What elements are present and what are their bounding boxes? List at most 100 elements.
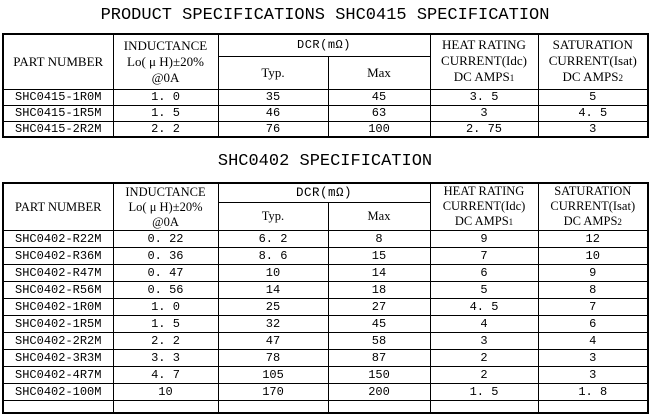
saturation-header-line2: CURRENT(Isat) — [548, 53, 637, 69]
table-row: SHC0402-100M 10 170 200 1. 5 1. 8 — [2, 383, 649, 401]
table-row: SHC0415-1R5M 1. 5 46 63 3 4. 5 — [2, 104, 649, 122]
dcr-max-cell: 15 — [327, 247, 431, 265]
inductance-header-line1: INDUCTANCE — [123, 37, 208, 53]
col-header-typ: Typ. — [217, 202, 329, 231]
shc0415-spec-table: PART NUMBER INDUCTANCE Lo( μ H)±20% @0A … — [2, 33, 649, 138]
part-number-cell: SHC0415-2R2M — [2, 120, 114, 138]
part-number-cell: SHC0402-R22M — [2, 230, 114, 248]
part-number-cell: SHC0415-1R0M — [2, 88, 114, 106]
inductance-value-cell: 1. 5 — [112, 315, 219, 333]
inductance-value-cell: 2. 2 — [112, 120, 219, 138]
dcr-typ-cell: 14 — [217, 281, 329, 299]
inductance-value-cell: 1. 0 — [112, 298, 219, 316]
heat-current-cell: 2 — [429, 366, 539, 384]
saturation-current-cell: 8 — [537, 281, 649, 299]
inductance-value-cell: 3. 3 — [112, 349, 219, 367]
heat-current-cell: 5 — [429, 281, 539, 299]
part-number-cell: SHC0402-R56M — [2, 281, 114, 299]
inductance-value-cell: 0. 36 — [112, 247, 219, 265]
part-number-cell: SHC0402-1R0M — [2, 298, 114, 316]
heat-current-cell: 1. 5 — [429, 383, 539, 401]
part-number-cell: SHC0402-R47M — [2, 264, 114, 282]
subscript-1: 1 — [509, 73, 515, 84]
inductance-value-cell: 0. 22 — [112, 230, 219, 248]
dcr-typ-cell: 46 — [217, 104, 329, 122]
dcr-max-cell: 45 — [327, 315, 431, 333]
dcr-typ-cell: 78 — [217, 349, 329, 367]
dcr-max-cell: 45 — [327, 88, 431, 106]
table-row: SHC0402-R47M 0. 47 10 14 6 9 — [2, 264, 649, 282]
dcr-max-cell: 200 — [327, 383, 431, 401]
table-row: SHC0402-R22M 0. 22 6. 2 8 9 12 — [2, 230, 649, 248]
part-number-cell: SHC0415-1R5M — [2, 104, 114, 122]
page-title: PRODUCT SPECIFICATIONS SHC0415 SPECIFICA… — [100, 6, 550, 25]
saturation-header-line1: SATURATION — [554, 184, 632, 198]
dcr-typ-cell: 76 — [217, 120, 329, 138]
col-header-heat-rating: HEAT RATING CURRENT(Idc) DC AMPS1 — [429, 182, 539, 231]
dcr-max-cell: 27 — [327, 298, 431, 316]
dcr-max-cell: 14 — [327, 264, 431, 282]
dcr-typ-cell: 25 — [217, 298, 329, 316]
dcr-typ-cell: 10 — [217, 264, 329, 282]
shc0402-spec-table: PART NUMBER INDUCTANCE Lo( μ H)±20% @0A … — [2, 182, 649, 414]
heat-header-line1: HEAT RATING — [442, 37, 526, 53]
inductance-value-cell: 10 — [112, 383, 219, 401]
heat-current-cell: 4 — [429, 315, 539, 333]
col-header-typ: Typ. — [217, 55, 329, 90]
saturation-current-cell: 4 — [537, 332, 649, 350]
col-header-dcr-group: DCR(mΩ) — [217, 33, 431, 57]
table-subheader-row: Typ. Max — [3, 202, 648, 231]
saturation-current-cell: 4. 5 — [537, 104, 649, 122]
heat-current-cell: 2. 75 — [429, 120, 539, 138]
dcr-typ-cell: 35 — [217, 88, 329, 106]
col-header-dcr-group: DCR(mΩ) — [217, 182, 431, 204]
subscript-1: 1 — [508, 217, 514, 227]
saturation-current-cell: 1. 8 — [537, 383, 649, 401]
heat-current-cell: 6 — [429, 264, 539, 282]
inductance-value-cell: 0. 47 — [112, 264, 219, 282]
inductance-header-line3: @0A — [151, 69, 180, 85]
saturation-header-line3: DC AMPS2 — [563, 214, 622, 228]
inductance-header-line3: @0A — [152, 214, 179, 229]
table-row: SHC0415-1R0M 1. 0 35 45 3. 5 5 — [2, 88, 649, 106]
part-number-cell: SHC0402-3R3M — [2, 349, 114, 367]
saturation-current-cell: 3 — [537, 349, 649, 367]
inductance-header-line2: Lo( μ H)±20% — [127, 53, 204, 69]
inductance-value-cell: 0. 56 — [112, 281, 219, 299]
inductance-header-line2: Lo( μ H)±20% — [128, 199, 203, 214]
heat-current-cell: 3 — [429, 332, 539, 350]
dcr-max-cell: 150 — [327, 366, 431, 384]
saturation-current-cell: 12 — [537, 230, 649, 248]
dcr-typ-cell: 170 — [217, 383, 329, 401]
table-row: SHC0402-1R0M 1. 0 25 27 4. 5 7 — [2, 298, 649, 316]
table-header-row: PART NUMBER INDUCTANCE Lo( μ H)±20% @0A … — [2, 182, 649, 231]
subscript-2: 2 — [617, 217, 622, 227]
section-title: SHC0402 SPECIFICATION — [217, 152, 433, 171]
dcr-max-cell: 100 — [327, 120, 431, 138]
heat-current-cell: 2 — [429, 349, 539, 367]
table-row: SHC0402-3R3M 3. 3 78 87 2 3 — [2, 349, 649, 367]
part-number-cell: SHC0402-4R7M — [2, 366, 114, 384]
col-header-heat-rating: HEAT RATING CURRENT(Idc) DC AMPS1 — [429, 33, 539, 90]
saturation-current-cell: 6 — [537, 315, 649, 333]
saturation-current-cell: 5 — [537, 88, 649, 106]
saturation-current-cell: 3 — [537, 366, 649, 384]
dcr-max-cell: 58 — [327, 332, 431, 350]
heat-header-line1: HEAT RATING — [443, 184, 525, 198]
col-header-saturation: SATURATION CURRENT(Isat) DC AMPS2 — [537, 33, 649, 90]
dcr-typ-cell: 8. 6 — [217, 247, 329, 265]
table-header-row: PART NUMBER INDUCTANCE Lo( μ H)±20% @0A … — [2, 33, 649, 90]
table-row: SHC0402-2R2M 2. 2 47 58 3 4 — [2, 332, 649, 350]
dcr-max-cell: 8 — [327, 230, 431, 248]
inductance-value-cell: 4. 7 — [112, 366, 219, 384]
heat-header-line3: DC AMPS1 — [453, 69, 515, 85]
dcr-typ-cell: 6. 2 — [217, 230, 329, 248]
table-subheader-row: Typ. Max — [3, 55, 648, 90]
col-header-inductance: INDUCTANCE Lo( μ H)±20% @0A — [112, 33, 219, 90]
saturation-current-cell: 9 — [537, 264, 649, 282]
heat-header-line2: CURRENT(Idc) — [442, 199, 526, 213]
inductance-value-cell: 1. 5 — [112, 104, 219, 122]
col-header-part-number: PART NUMBER — [2, 33, 114, 90]
dcr-typ-cell: 32 — [217, 315, 329, 333]
heat-header-line3: DC AMPS1 — [454, 214, 514, 228]
